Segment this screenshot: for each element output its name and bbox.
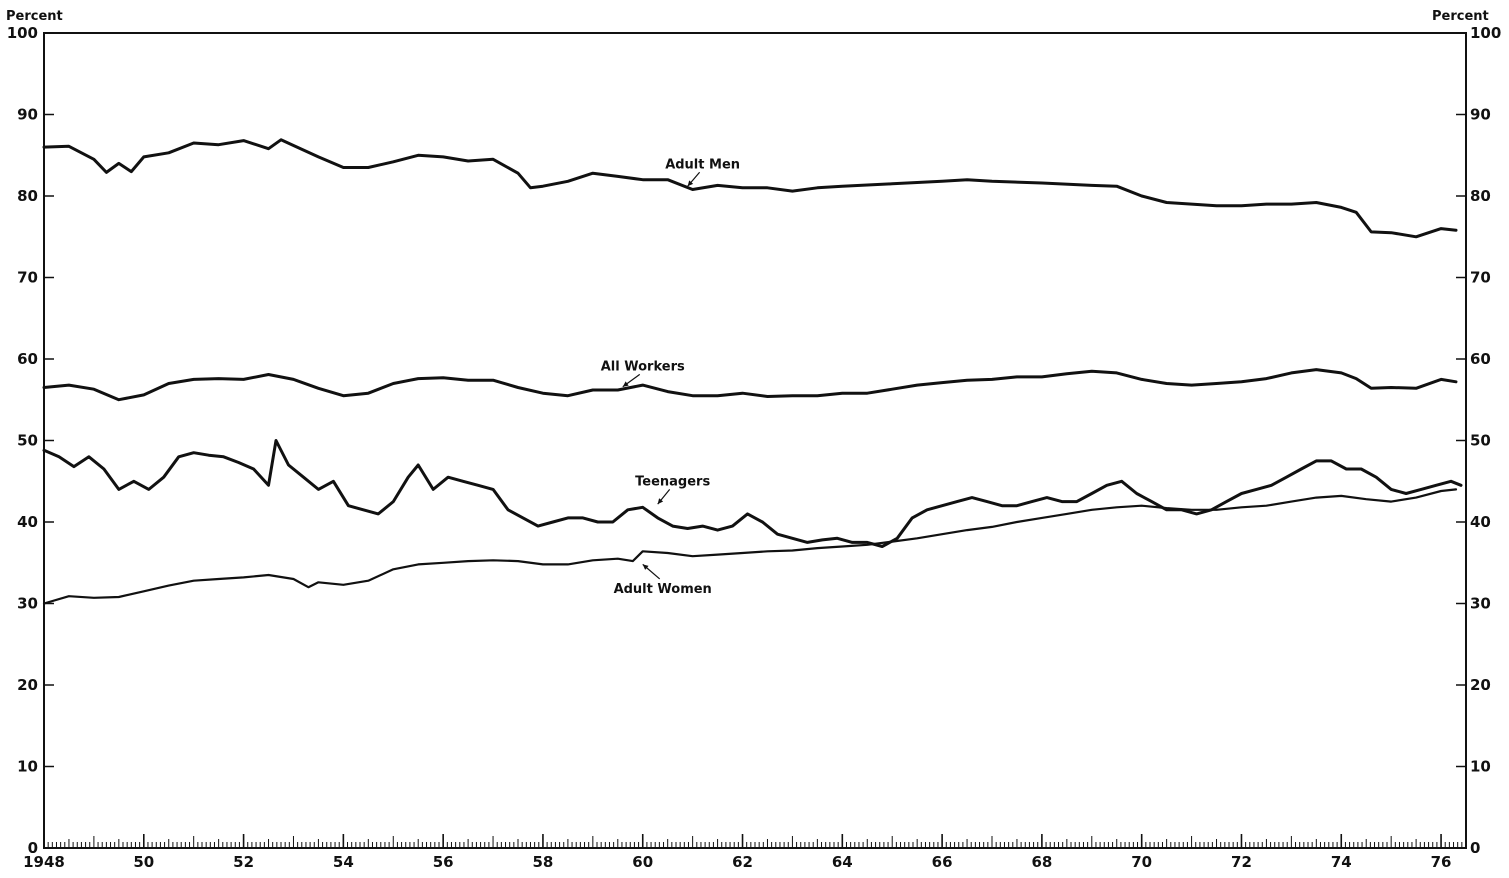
x-tick-label: 64 (832, 853, 853, 871)
series-line-teenagers (42, 439, 1463, 548)
series-label-teenagers: Teenagers (635, 474, 710, 489)
x-tick-label: 54 (333, 853, 354, 871)
series-arrowhead-teenagers (657, 498, 664, 505)
x-tick-label: 58 (533, 853, 554, 871)
x-tick-label: 52 (233, 853, 254, 871)
series-arrowhead-adult-men (687, 180, 694, 187)
y-tick-label-right: 100 (1470, 24, 1501, 42)
y-tick-label-right: 70 (1470, 269, 1491, 287)
series-arrowhead-adult-women (642, 564, 649, 570)
y-tick-label-right: 50 (1470, 432, 1491, 450)
series-line-adult-men (42, 138, 1458, 239)
x-tick-label: 1948 (23, 853, 65, 871)
y-axis-ticks: 0 0 10 10 20 20 30 30 40 40 50 50 60 60 70 70 80 80 90 90 10… (7, 24, 1502, 857)
y-tick-label-left: 50 (17, 432, 38, 450)
series-lines (42, 138, 1463, 605)
series-labels: Adult Men All Workers Teenagers Adult Women (601, 157, 740, 597)
y-tick-label-left: 100 (7, 24, 38, 42)
x-tick-label: 68 (1031, 853, 1052, 871)
y-tick-label-left: 20 (17, 676, 38, 694)
series-label-all-workers: All Workers (601, 359, 685, 374)
x-tick-label: 56 (433, 853, 454, 871)
y-tick-label-right: 40 (1470, 513, 1491, 531)
y-tick-label-right: 90 (1470, 106, 1491, 124)
y-tick-label-left: 60 (17, 350, 38, 368)
y-tick-label-right: 60 (1470, 350, 1491, 368)
x-tick-label: 74 (1331, 853, 1352, 871)
y-tick-label-right: 10 (1470, 758, 1491, 776)
y-tick-label-left: 80 (17, 187, 38, 205)
y-tick-label-left: 70 (17, 269, 38, 287)
y-tick-label-left: 0 (28, 839, 38, 857)
series-arrowhead-all-workers (622, 381, 629, 387)
series-line-all-workers (42, 368, 1458, 402)
y-axis-label-right: Percent (1432, 9, 1489, 24)
y-tick-label-left: 30 (17, 595, 38, 613)
x-axis-ticks: 1948 50 52 54 56 58 60 62 64 66 68 70 72 74 76 (23, 834, 1467, 871)
x-tick-label: 66 (932, 853, 953, 871)
y-tick-label-right: 20 (1470, 676, 1491, 694)
y-tick-label-left: 40 (17, 513, 38, 531)
series-label-adult-men: Adult Men (665, 157, 740, 172)
x-tick-label: 60 (632, 853, 653, 871)
plot-frame (43, 32, 1467, 849)
series-label-adult-women: Adult Women (614, 582, 712, 597)
x-tick-label: 70 (1131, 853, 1152, 871)
y-tick-label-right: 80 (1470, 187, 1491, 205)
x-tick-label: 72 (1231, 853, 1252, 871)
x-tick-label: 50 (133, 853, 154, 871)
x-tick-label: 76 (1431, 853, 1452, 871)
series-line-adult-women (42, 488, 1458, 605)
y-tick-label-right: 0 (1470, 839, 1480, 857)
y-tick-label-left: 90 (17, 106, 38, 124)
x-tick-label: 62 (732, 853, 753, 871)
y-axis-label-left: Percent (6, 9, 63, 24)
y-tick-label-right: 30 (1470, 595, 1491, 613)
y-tick-label-left: 10 (17, 758, 38, 776)
